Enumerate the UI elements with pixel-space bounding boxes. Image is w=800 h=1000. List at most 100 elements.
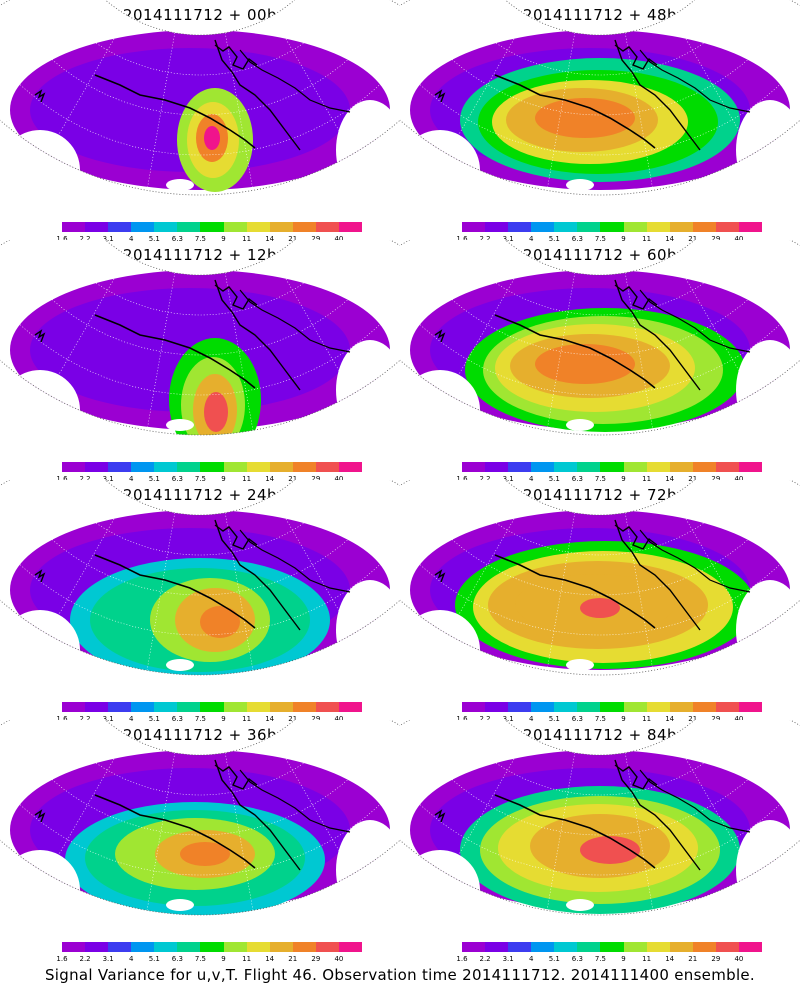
colorbar-swatch [692,462,716,472]
colorbar-tick-label: 2.2 [479,715,491,723]
variance-map [400,0,800,196]
colorbar-tick-label: 11 [642,715,652,723]
colorbar-swatch [246,942,270,952]
panel-title: 2014111712 + 24h [122,486,278,504]
colorbar-tick-label: 6.3 [171,235,183,243]
colorbar-ticks: 1.6 2.2 3.1 4 5.1 6.3 7.5 9 11 14 21 29 40 [56,955,362,965]
colorbar-swatch [600,942,624,952]
colorbar-tick-label: 2.2 [479,955,491,963]
colorbar-tick-label: 5.1 [548,955,560,963]
colorbar-swatch [85,462,109,472]
colorbar-swatch [131,462,155,472]
colorbar-swatch [338,222,363,232]
colorbar-swatch [462,462,486,472]
colorbar-tick-label: 14 [265,235,275,243]
colorbar [462,462,763,472]
colorbar-swatch [338,702,363,712]
colorbar-tick-label: 2.2 [479,235,491,243]
colorbar-tick-label: 4 [528,475,534,483]
colorbar-swatch [246,462,270,472]
panel-title: 2014111712 + 48h [522,6,678,24]
colorbar-swatch [200,222,224,232]
colorbar-tick-label: 5.1 [148,475,160,483]
colorbar-swatch [531,942,555,952]
colorbar-ticks: 1.6 2.2 3.1 4 5.1 6.3 7.5 9 11 14 21 29 40 [456,715,762,725]
colorbar-swatch [462,702,486,712]
colorbar-swatch [246,702,270,712]
colorbar-tick-label: 6.3 [171,475,183,483]
colorbar-tick-label: 5.1 [148,235,160,243]
colorbar-swatch [315,702,339,712]
colorbar-ticks: 1.6 2.2 3.1 4 5.1 6.3 7.5 9 11 14 21 29 40 [56,715,362,725]
colorbar-swatch [200,462,224,472]
colorbar-tick-label: 3.1 [102,475,114,483]
colorbar-tick-label: 11 [642,955,652,963]
colorbar-tick-label: 1.6 [456,235,468,243]
colorbar-tick-label: 9 [621,475,626,483]
colorbar-tick-label: 4 [128,715,134,723]
colorbar-swatch [269,702,293,712]
colorbar-tick-label: 7.5 [594,235,607,243]
colorbar-ticks: 1.6 2.2 3.1 4 5.1 6.3 7.5 9 11 14 21 29 40 [56,475,362,485]
colorbar [462,222,763,232]
colorbar-tick-label: 4 [128,475,134,483]
colorbar-swatch [200,702,224,712]
colorbar-swatch [292,702,316,712]
colorbar-swatch [669,222,693,232]
colorbar-tick-label: 3.1 [102,235,114,243]
colorbar-tick-label: 40 [334,715,344,723]
colorbar-tick-label: 9 [221,715,226,723]
colorbar-swatch [554,462,578,472]
colorbar-tick-label: 1.6 [56,235,68,243]
colorbar [62,702,363,712]
variance-map [0,480,400,676]
colorbar-swatch [223,942,247,952]
variance-map [0,720,400,916]
colorbar-tick-label: 3.1 [102,715,114,723]
colorbar [462,702,763,712]
colorbar-tick-label: 21 [688,235,698,243]
colorbar-swatch [715,702,739,712]
colorbar-swatch [623,942,647,952]
colorbar-tick-label: 40 [734,235,744,243]
panel-title: 2014111712 + 72h [522,486,678,504]
colorbar-tick-label: 5.1 [148,955,160,963]
colorbar-swatch [315,942,339,952]
colorbar-swatch [338,942,363,952]
colorbar-tick-label: 11 [642,235,652,243]
colorbar-tick-label: 14 [265,955,275,963]
colorbar-tick-label: 4 [528,715,534,723]
colorbar-tick-label: 14 [665,235,675,243]
colorbar-swatch [738,222,763,232]
colorbar-swatch [62,702,86,712]
colorbar-swatch [646,702,670,712]
colorbar-tick-label: 5.1 [548,475,560,483]
colorbar-swatch [646,462,670,472]
colorbar-tick-label: 2.2 [79,715,91,723]
colorbar-tick-label: 9 [221,235,226,243]
colorbar-tick-label: 4 [128,235,134,243]
colorbar-tick-label: 29 [311,235,321,243]
colorbar-swatch [738,462,763,472]
colorbar-tick-label: 5.1 [148,715,160,723]
colorbar-swatch [669,462,693,472]
colorbar-swatch [554,222,578,232]
colorbar-tick-label: 3.1 [102,955,114,963]
colorbar-swatch [531,462,555,472]
colorbar-swatch [85,702,109,712]
colorbar-swatch [508,942,532,952]
colorbar-tick-label: 2.2 [479,475,491,483]
colorbar-swatch [177,702,201,712]
colorbar-tick-label: 3.1 [502,715,514,723]
colorbar-tick-label: 29 [711,475,721,483]
colorbar-swatch [669,702,693,712]
colorbar-swatch [131,702,155,712]
colorbar-swatch [62,222,86,232]
colorbar-swatch [154,222,178,232]
colorbar-tick-label: 14 [665,475,675,483]
colorbar-swatch [269,462,293,472]
colorbar-swatch [462,942,486,952]
colorbar-swatch [623,222,647,232]
figure-caption: Signal Variance for u,v,T. Flight 46. Ob… [44,966,756,984]
colorbar-swatch [623,462,647,472]
